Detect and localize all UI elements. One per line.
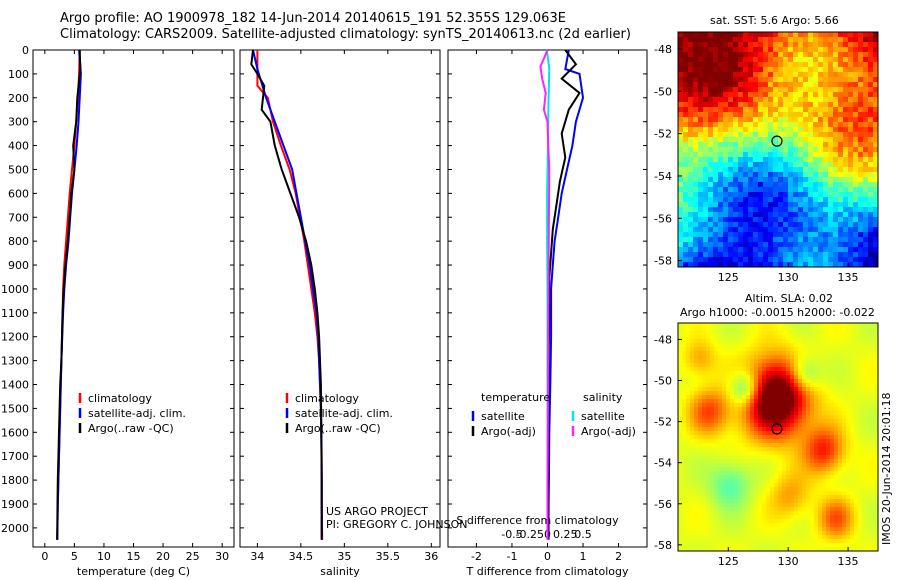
- x-tick-label-salinity: 35: [337, 550, 351, 563]
- header-line-2: Climatology: CARS2009. Satellite-adjuste…: [60, 27, 631, 42]
- legend-title-temperature: temperature: [481, 391, 550, 404]
- y-tick-label: 1800: [1, 474, 29, 487]
- x-tick-label-temperature: 5: [71, 550, 78, 563]
- y-tick-label: 600: [8, 187, 29, 200]
- x-tick-label-salinity: 36: [424, 550, 438, 563]
- y-tick-label: 900: [8, 259, 29, 272]
- y-tick-label: 800: [8, 235, 29, 248]
- x-axis-label-difference: T difference from climatology: [466, 565, 629, 578]
- series-line-salinity-argo: [250, 49, 323, 540]
- x-tick-label-salinity: 35.5: [376, 550, 401, 563]
- plot-frame-temperature: [32, 49, 235, 548]
- sst-lat-label: -52: [654, 128, 672, 141]
- y-tick-label: 1000: [1, 283, 29, 296]
- x-tick-label-salinity: 34.5: [289, 550, 314, 563]
- x-tick-label-temperature: 30: [215, 550, 229, 563]
- legend-label-temperature: climatology: [88, 392, 152, 405]
- credit-project: US ARGO PROJECT: [326, 505, 428, 518]
- y-tick-label: 1400: [1, 379, 29, 392]
- y-tick-label: 1600: [1, 426, 29, 439]
- x-tick-label-difference: 2: [615, 550, 622, 563]
- y-tick-label: 200: [8, 92, 29, 105]
- legend-label-temperature: satellite-adj. clim.: [88, 407, 186, 420]
- x2-axis-label: S difference from climatology: [456, 514, 619, 527]
- y-tick-label: 400: [8, 140, 29, 153]
- timestamp-stamp: IMOS 20-Jun-2014 20:01:18: [880, 392, 893, 545]
- series-line-temperature-argo: [56, 49, 82, 540]
- legend-label-difference: satellite: [481, 410, 525, 423]
- x-tick-label-temperature: 10: [97, 550, 111, 563]
- y-tick-label: 500: [8, 163, 29, 176]
- x-tick-label-difference: 0: [544, 550, 551, 563]
- y-tick-label: 1500: [1, 402, 29, 415]
- sla-argo-marker: [771, 423, 783, 435]
- legend-label-salinity: Argo(..raw -QC): [295, 422, 381, 435]
- legend-title-salinity: salinity: [583, 391, 623, 404]
- header-line-1: Argo profile: AO 1900978_182 14-Jun-2014…: [60, 11, 566, 26]
- x-tick-label-difference: -1: [506, 550, 517, 563]
- x-tick-label-salinity: 34: [250, 550, 264, 563]
- y-tick-label: 700: [8, 211, 29, 224]
- x-tick-label-difference: 1: [580, 550, 587, 563]
- y-tick-label: 300: [8, 116, 29, 129]
- x2-tick-label: -0.25: [515, 528, 543, 541]
- y-tick-label: 1700: [1, 450, 29, 463]
- y-tick-label: 1300: [1, 355, 29, 368]
- sst-map-frame: [677, 31, 879, 268]
- sla-lat-label: -54: [654, 457, 672, 470]
- credit-pi: PI: GREGORY C. JOHNSON: [326, 518, 468, 531]
- sla-lon-label: 130: [778, 555, 799, 568]
- sla-lat-label: -56: [654, 498, 672, 511]
- sst-lat-label: -58: [654, 255, 672, 268]
- series-line-difference-satellite: [547, 49, 585, 540]
- sst-lon-label: 130: [778, 271, 799, 284]
- legend-label-salinity: climatology: [295, 392, 359, 405]
- sst-lat-label: -54: [654, 170, 672, 183]
- x-tick-label-temperature: 15: [127, 550, 141, 563]
- sla-map-frame: [677, 322, 879, 552]
- y-tick-label: 1900: [1, 498, 29, 511]
- sst-map-title: sat. SST: 5.6 Argo: 5.66: [710, 14, 839, 27]
- x-tick-label-difference: -2: [471, 550, 482, 563]
- y-tick-label: 1100: [1, 307, 29, 320]
- sla-map-title-2: Argo h1000: -0.0015 h2000: -0.022: [680, 306, 875, 319]
- sla-lon-label: 135: [838, 555, 859, 568]
- sla-lat-label: -48: [654, 333, 672, 346]
- x-tick-label-temperature: 25: [186, 550, 200, 563]
- sst-lat-label: -56: [654, 212, 672, 225]
- legend-label-difference: Argo(-adj): [481, 425, 536, 438]
- x-tick-label-temperature: 20: [156, 550, 170, 563]
- y-tick-label: 100: [8, 68, 29, 81]
- legend-label-temperature: Argo(..raw -QC): [88, 422, 174, 435]
- x-axis-label-salinity: salinity: [320, 565, 360, 578]
- sla-map-field: [678, 323, 879, 552]
- series-line-difference-salinity_argo: [539, 49, 551, 540]
- y-tick-label: 1200: [1, 331, 29, 344]
- sst-lon-label: 135: [838, 271, 859, 284]
- x-axis-label-temperature: temperature (deg C): [77, 565, 190, 578]
- sla-lon-label: 125: [718, 555, 739, 568]
- sla-lat-label: -58: [654, 539, 672, 552]
- y-tick-label: 2000: [1, 522, 29, 535]
- legend-label-difference: Argo(-adj): [581, 425, 636, 438]
- y-tick-label: 0: [22, 44, 29, 57]
- legend-label-salinity: satellite-adj. clim.: [295, 407, 393, 420]
- x-tick-label-temperature: 0: [41, 550, 48, 563]
- sst-map-field: [678, 32, 879, 268]
- sst-argo-marker: [771, 135, 783, 147]
- sst-lon-label: 125: [718, 271, 739, 284]
- sst-lat-label: -50: [654, 85, 672, 98]
- sst-lat-label: -48: [654, 43, 672, 56]
- sla-lat-label: -52: [654, 416, 672, 429]
- sla-lat-label: -50: [654, 375, 672, 388]
- sla-map-title-1: Altim. SLA: 0.02: [745, 292, 834, 305]
- x2-tick-label: -0.5: [501, 528, 522, 541]
- legend-label-difference: satellite: [581, 410, 625, 423]
- x2-tick-label: 0.5: [574, 528, 592, 541]
- x2-tick-label: 0.25: [553, 528, 578, 541]
